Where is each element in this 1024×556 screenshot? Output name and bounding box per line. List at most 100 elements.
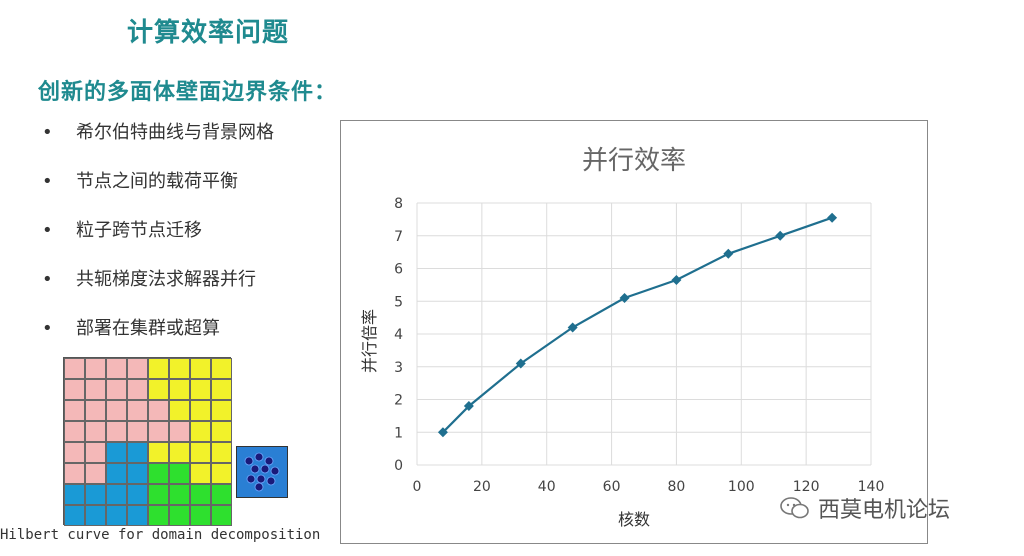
- grid-cell: [85, 379, 106, 400]
- grid-cell: [169, 442, 190, 463]
- grid-cell: [64, 484, 85, 505]
- grid-cell: [106, 505, 127, 526]
- grid-cell: [64, 358, 85, 379]
- y-tick-label: 0: [394, 458, 403, 474]
- grid-cell: [85, 358, 106, 379]
- grid-cell: [148, 505, 169, 526]
- grid-cell: [169, 400, 190, 421]
- grid-cell: [85, 442, 106, 463]
- grid-cell: [190, 421, 211, 442]
- grid-cell: [106, 463, 127, 484]
- y-tick-label: 2: [394, 393, 403, 409]
- chart-gridlines: [416, 202, 872, 466]
- figure-caption: Hilbert curve for domain decomposition: [0, 527, 321, 543]
- grid-cell: [127, 505, 148, 526]
- grid-cell: [64, 400, 85, 421]
- grid-cell: [211, 442, 232, 463]
- grid-cell: [190, 463, 211, 484]
- grid-cell: [169, 421, 190, 442]
- bullet-item: 粒子跨节点迁移: [40, 216, 274, 265]
- y-tick-label: 3: [394, 360, 403, 376]
- watermark-text: 西莫电机论坛: [818, 498, 951, 523]
- grid-cell: [211, 484, 232, 505]
- x-tick-label: 20: [473, 479, 491, 495]
- bullet-item: 节点之间的载荷平衡: [40, 167, 274, 216]
- grid-cell: [106, 358, 127, 379]
- y-axis-label: 并行倍率: [360, 309, 379, 373]
- grid-cell: [148, 400, 169, 421]
- grid-cell: [190, 358, 211, 379]
- grid-cell: [148, 379, 169, 400]
- grid-cell: [127, 379, 148, 400]
- data-point-marker: [619, 292, 630, 303]
- grid-cell: [64, 421, 85, 442]
- grid-cell: [190, 505, 211, 526]
- x-axis-label: 核数: [618, 510, 650, 529]
- grid-cell: [85, 463, 106, 484]
- grid-cell: [190, 400, 211, 421]
- grid-cell: [148, 421, 169, 442]
- x-tick-label: 80: [668, 479, 686, 495]
- grid-cell: [64, 379, 85, 400]
- grid-cell: [211, 400, 232, 421]
- data-point-marker: [775, 230, 786, 241]
- grid-cell: [106, 379, 127, 400]
- grid-cell: [211, 358, 232, 379]
- y-tick-label: 1: [394, 425, 403, 441]
- data-point-marker: [723, 248, 734, 259]
- data-point-marker: [671, 274, 682, 285]
- grid-cell: [169, 505, 190, 526]
- grid-cell: [64, 463, 85, 484]
- page-title: 计算效率问题: [127, 18, 290, 48]
- grid-cell: [211, 421, 232, 442]
- grid-cell: [127, 421, 148, 442]
- y-tick-label: 8: [394, 196, 403, 212]
- particle-cluster-icon: [244, 452, 280, 492]
- bullet-item: 部署在集群或超算: [40, 314, 274, 363]
- grid-cell: [85, 484, 106, 505]
- grid-cell: [211, 505, 232, 526]
- grid-cell: [127, 484, 148, 505]
- data-point-marker: [515, 358, 526, 369]
- grid-cell: [127, 400, 148, 421]
- bullet-item: 希尔伯特曲线与背景网格: [40, 118, 274, 167]
- grid-cell: [148, 358, 169, 379]
- x-tick-label: 60: [603, 479, 621, 495]
- grid-cell: [169, 463, 190, 484]
- grid-cell: [211, 463, 232, 484]
- section-subtitle: 创新的多面体壁面边界条件：: [38, 80, 338, 105]
- chart-title: 并行效率: [582, 146, 686, 176]
- x-tick-label: 100: [728, 479, 755, 495]
- grid-cell: [127, 442, 148, 463]
- grid-cell: [85, 421, 106, 442]
- grid-cell: [190, 379, 211, 400]
- data-point-marker: [827, 212, 838, 223]
- grid-cell: [148, 463, 169, 484]
- feature-bullet-list: 希尔伯特曲线与背景网格 节点之间的载荷平衡 粒子跨节点迁移 共轭梯度法求解器并行…: [40, 118, 274, 363]
- grid-cell: [211, 379, 232, 400]
- wechat-icon: [780, 497, 809, 519]
- y-tick-label: 7: [394, 229, 403, 245]
- bullet-item: 共轭梯度法求解器并行: [40, 265, 274, 314]
- hilbert-grid: [63, 357, 232, 526]
- chart-frame: 并行效率 0 1 2 3 4 5 6 7 8 0 20 40 60 80 100 120 140 核数 并行倍率: [340, 120, 928, 544]
- grid-cell: [106, 484, 127, 505]
- grid-cell: [190, 484, 211, 505]
- data-point-marker: [567, 322, 578, 333]
- grid-cell: [106, 421, 127, 442]
- x-tick-label: 0: [413, 479, 422, 495]
- hilbert-grid-figure: [63, 357, 233, 526]
- grid-cell: [127, 358, 148, 379]
- grid-cell: [64, 442, 85, 463]
- grid-cell: [169, 379, 190, 400]
- x-tick-label: 120: [793, 479, 820, 495]
- data-point-marker: [463, 401, 474, 412]
- grid-cell: [169, 358, 190, 379]
- grid-cell: [106, 442, 127, 463]
- data-point-marker: [437, 427, 448, 438]
- y-tick-label: 4: [394, 327, 403, 343]
- grid-cell: [190, 442, 211, 463]
- particle-cluster-figure: [236, 446, 288, 498]
